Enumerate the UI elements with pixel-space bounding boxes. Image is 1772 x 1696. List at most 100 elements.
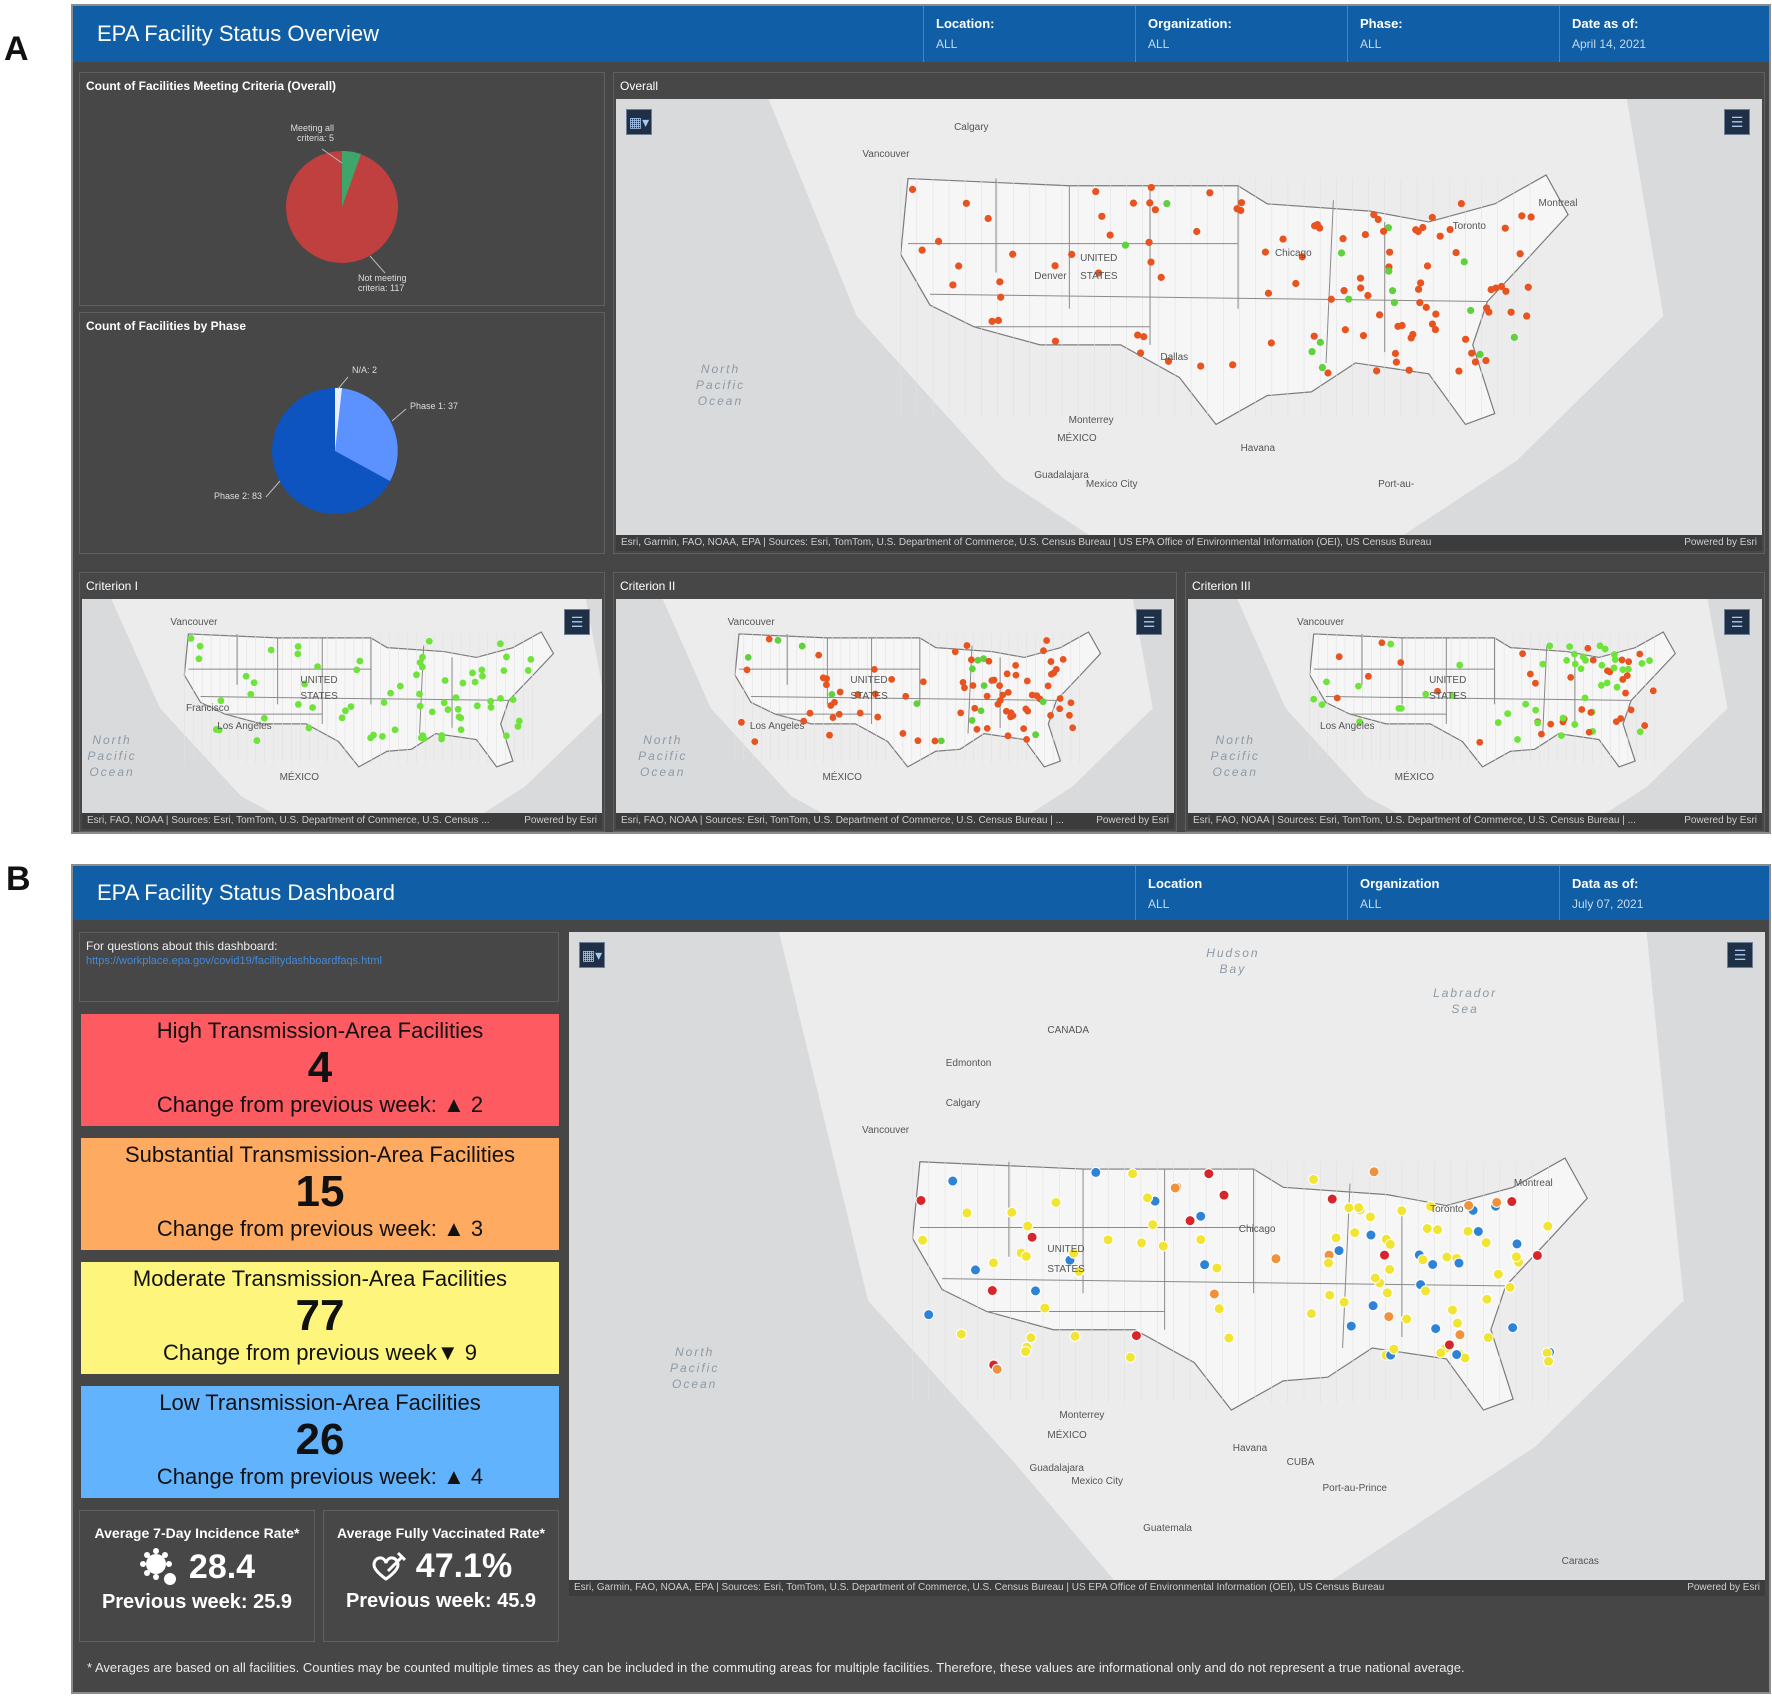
facility-marker[interactable]	[999, 691, 1007, 699]
facility-marker[interactable]	[1422, 303, 1430, 311]
facility-marker[interactable]	[1022, 1220, 1034, 1232]
facility-marker[interactable]	[1462, 1225, 1474, 1237]
facility-marker[interactable]	[527, 655, 535, 663]
facility-marker[interactable]	[267, 646, 275, 654]
facility-marker[interactable]	[1434, 687, 1441, 695]
facility-marker[interactable]	[1067, 699, 1075, 707]
facility-marker[interactable]	[1059, 655, 1067, 663]
questions-link[interactable]: https://workplace.epa.gov/covid19/facili…	[86, 955, 382, 967]
facility-marker[interactable]	[1237, 199, 1246, 207]
facility-marker[interactable]	[1494, 719, 1502, 726]
facility-marker[interactable]	[1601, 645, 1609, 653]
facility-marker[interactable]	[353, 666, 361, 674]
facility-marker[interactable]	[1039, 1302, 1051, 1314]
facility-marker[interactable]	[1577, 665, 1585, 673]
facility-marker[interactable]	[1355, 682, 1362, 690]
facility-marker[interactable]	[1432, 310, 1440, 318]
facility-marker[interactable]	[1229, 361, 1237, 369]
facility-marker[interactable]	[1522, 700, 1530, 708]
facility-marker[interactable]	[1024, 707, 1032, 715]
facility-marker[interactable]	[1649, 687, 1657, 695]
facility-marker[interactable]	[1547, 720, 1555, 728]
facility-marker[interactable]	[454, 705, 462, 713]
facility-marker[interactable]	[968, 717, 976, 724]
facility-marker[interactable]	[1068, 1247, 1080, 1259]
facility-marker[interactable]	[1106, 231, 1114, 239]
facility-marker[interactable]	[1308, 1173, 1320, 1185]
facility-marker[interactable]	[1020, 725, 1028, 733]
facility-marker[interactable]	[425, 637, 433, 645]
facility-marker[interactable]	[1373, 367, 1381, 375]
facility-marker[interactable]	[1333, 694, 1341, 702]
facility-marker[interactable]	[1374, 215, 1382, 224]
facility-marker[interactable]	[997, 293, 1005, 301]
facility-marker[interactable]	[1369, 1272, 1381, 1284]
criterion-3-map[interactable]: Esri, FAO, NOAA | Sources: Esri, TomTom,…	[1188, 599, 1762, 829]
facility-marker[interactable]	[1308, 348, 1316, 356]
facility-marker[interactable]	[1324, 369, 1332, 377]
facility-marker[interactable]	[1627, 706, 1635, 714]
facility-marker[interactable]	[416, 659, 424, 666]
facility-marker[interactable]	[923, 1309, 935, 1321]
facility-marker[interactable]	[457, 726, 465, 734]
facility-marker[interactable]	[1323, 678, 1330, 686]
facility-marker[interactable]	[1452, 248, 1460, 257]
facility-marker[interactable]	[1510, 333, 1518, 341]
facility-marker[interactable]	[931, 737, 939, 745]
facility-marker[interactable]	[973, 725, 981, 733]
facility-marker[interactable]	[947, 1175, 959, 1187]
facility-marker[interactable]	[1151, 206, 1159, 214]
facility-marker[interactable]	[1571, 660, 1579, 668]
facility-marker[interactable]	[988, 677, 996, 684]
facility-marker[interactable]	[1211, 1262, 1223, 1274]
facility-marker[interactable]	[774, 636, 782, 644]
facility-marker[interactable]	[1460, 258, 1468, 266]
facility-marker[interactable]	[1345, 295, 1353, 303]
facility-marker[interactable]	[1025, 1332, 1037, 1344]
facility-marker[interactable]	[1534, 719, 1542, 727]
facility-marker[interactable]	[967, 656, 975, 664]
facility-marker[interactable]	[1028, 691, 1036, 699]
facility-marker[interactable]	[1364, 672, 1372, 680]
facility-marker[interactable]	[1425, 1200, 1437, 1212]
facility-marker[interactable]	[1636, 650, 1644, 658]
facility-marker[interactable]	[1476, 350, 1484, 358]
facility-marker[interactable]	[1050, 1196, 1062, 1208]
facility-marker[interactable]	[1339, 235, 1347, 243]
facility-marker[interactable]	[1472, 1225, 1484, 1237]
facility-marker[interactable]	[823, 681, 830, 689]
facility-marker[interactable]	[1497, 282, 1506, 291]
facility-marker[interactable]	[1518, 212, 1526, 220]
facility-marker[interactable]	[1384, 1263, 1396, 1275]
facility-marker[interactable]	[1310, 695, 1318, 703]
facility-marker[interactable]	[1622, 689, 1629, 697]
facility-marker[interactable]	[1193, 227, 1201, 236]
facility-marker[interactable]	[502, 732, 510, 740]
facility-marker[interactable]	[1441, 1251, 1453, 1263]
facility-marker[interactable]	[1069, 1330, 1081, 1342]
facility-marker[interactable]	[1453, 1257, 1465, 1269]
facility-marker[interactable]	[1386, 248, 1394, 256]
facility-marker[interactable]	[1237, 206, 1245, 215]
facility-marker[interactable]	[416, 690, 423, 698]
facility-marker[interactable]	[217, 697, 225, 705]
facility-marker[interactable]	[1039, 698, 1047, 706]
facility-marker[interactable]	[1184, 1215, 1196, 1227]
facility-marker[interactable]	[187, 635, 195, 642]
facility-marker[interactable]	[1157, 273, 1165, 281]
facility-marker[interactable]	[1610, 664, 1618, 672]
facility-marker[interactable]	[977, 707, 985, 715]
facility-marker[interactable]	[827, 702, 835, 709]
facility-marker[interactable]	[1206, 189, 1214, 197]
pie-slice-na[interactable]	[335, 387, 342, 451]
facility-marker[interactable]	[1098, 212, 1106, 220]
facility-marker[interactable]	[1463, 1199, 1475, 1211]
facility-marker[interactable]	[471, 678, 479, 686]
facility-marker[interactable]	[1261, 248, 1270, 256]
facility-marker[interactable]	[1589, 656, 1597, 664]
facility-marker[interactable]	[1623, 672, 1631, 680]
facility-marker[interactable]	[1322, 1257, 1334, 1269]
facility-marker[interactable]	[951, 648, 959, 656]
facility-marker[interactable]	[396, 682, 404, 690]
facility-marker[interactable]	[347, 703, 355, 710]
